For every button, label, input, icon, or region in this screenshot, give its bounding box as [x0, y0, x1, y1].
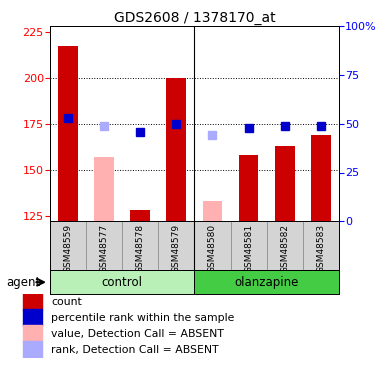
Text: GSM48582: GSM48582	[280, 224, 289, 273]
Text: GSM48577: GSM48577	[100, 224, 109, 273]
Bar	[303, 221, 339, 270]
Text: GSM48579: GSM48579	[172, 224, 181, 273]
Bar	[50, 270, 194, 294]
Text: percentile rank within the sample: percentile rank within the sample	[51, 313, 234, 323]
Bar	[203, 201, 223, 221]
Bar	[23, 325, 42, 342]
Bar	[166, 78, 186, 221]
Text: count: count	[51, 297, 82, 307]
Text: GSM48578: GSM48578	[136, 224, 145, 273]
Bar	[23, 293, 42, 310]
Text: GSM48580: GSM48580	[208, 224, 217, 273]
Text: GSM48581: GSM48581	[244, 224, 253, 273]
Text: GSM48559: GSM48559	[64, 224, 73, 273]
Text: agent: agent	[6, 276, 40, 289]
Bar	[23, 309, 42, 326]
Bar	[158, 221, 194, 270]
Bar	[231, 221, 266, 270]
Bar	[275, 146, 295, 221]
Bar	[122, 221, 158, 270]
Bar	[194, 270, 339, 294]
Title: GDS2608 / 1378170_at: GDS2608 / 1378170_at	[114, 11, 275, 25]
Bar	[239, 155, 258, 221]
Text: GSM48583: GSM48583	[316, 224, 325, 273]
Text: olanzapine: olanzapine	[234, 276, 299, 289]
Bar	[131, 210, 150, 221]
Bar	[58, 46, 78, 221]
Bar	[23, 341, 42, 358]
Text: value, Detection Call = ABSENT: value, Detection Call = ABSENT	[51, 329, 224, 339]
Bar	[311, 135, 331, 221]
Bar	[94, 157, 114, 221]
Bar	[194, 221, 231, 270]
Bar	[86, 221, 122, 270]
Bar	[50, 221, 86, 270]
Text: rank, Detection Call = ABSENT: rank, Detection Call = ABSENT	[51, 345, 219, 355]
Text: control: control	[102, 276, 143, 289]
Bar	[266, 221, 303, 270]
